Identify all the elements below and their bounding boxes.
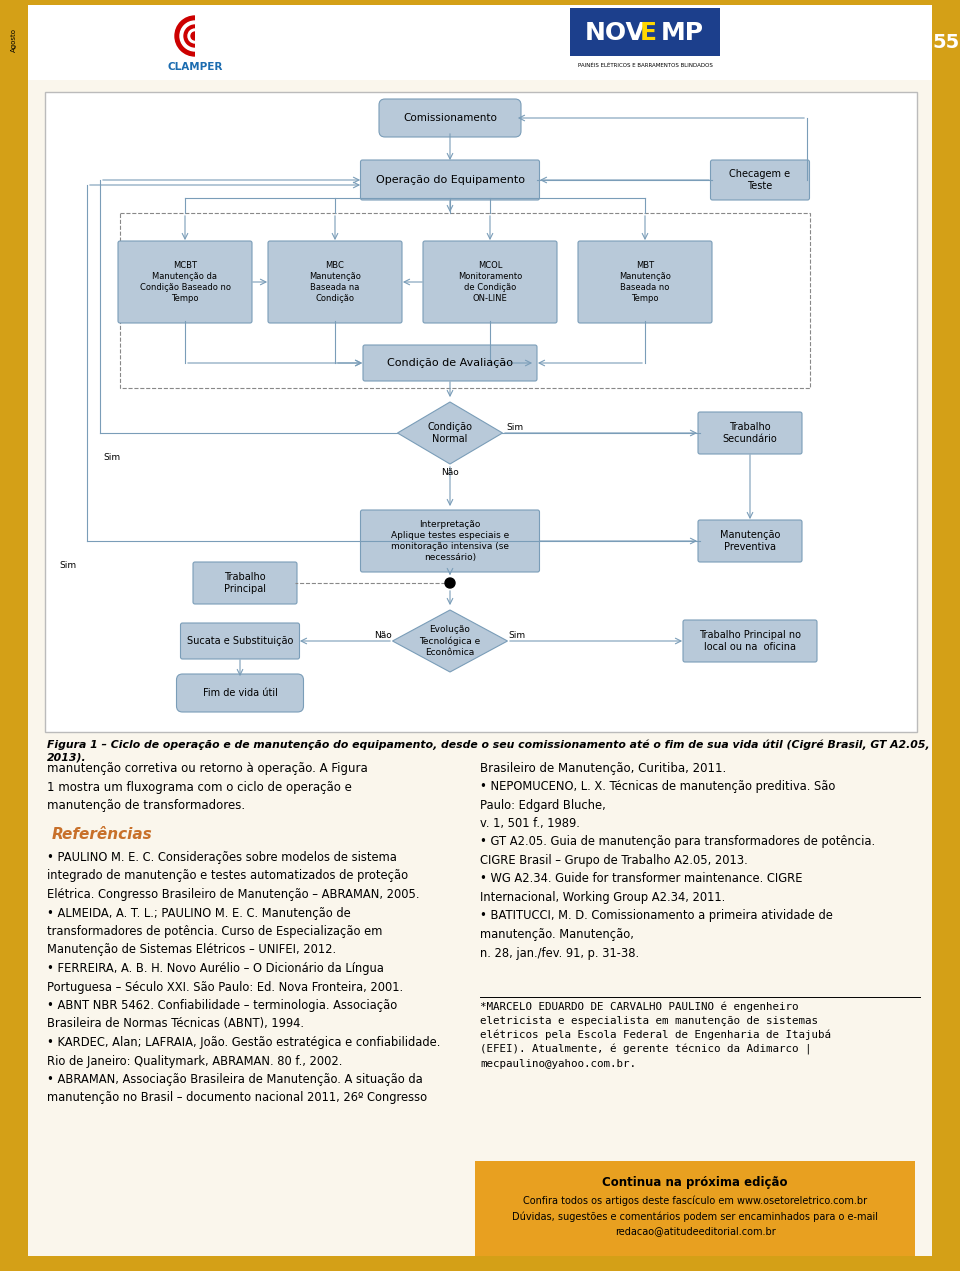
Text: Continua na próxima edição: Continua na próxima edição [602,1176,788,1188]
FancyBboxPatch shape [195,14,219,58]
Circle shape [180,22,210,51]
Text: Trabalho
Secundário: Trabalho Secundário [723,422,778,444]
Text: Agosto: Agosto [11,28,17,52]
Text: redacao@atitudeeditorial.com.br: redacao@atitudeeditorial.com.br [614,1227,776,1235]
FancyBboxPatch shape [361,510,540,572]
Text: Manutenção
Preventiva: Manutenção Preventiva [720,530,780,552]
FancyBboxPatch shape [45,92,917,732]
Circle shape [175,17,215,56]
Text: MCBT
Manutenção da
Condição Baseado no
Tempo: MCBT Manutenção da Condição Baseado no T… [139,261,230,304]
Text: NOV: NOV [585,22,645,44]
FancyBboxPatch shape [932,0,960,1271]
FancyBboxPatch shape [363,344,537,381]
Text: Brasileiro de Manutenção, Curitiba, 2011.: Brasileiro de Manutenção, Curitiba, 2011… [480,763,727,775]
Text: MP: MP [660,22,704,44]
Text: Trabalho Principal no
local ou na  oficina: Trabalho Principal no local ou na oficin… [699,630,801,652]
FancyBboxPatch shape [0,0,960,5]
FancyBboxPatch shape [698,520,802,562]
Text: Sucata e Substituição: Sucata e Substituição [187,636,293,646]
FancyBboxPatch shape [710,160,809,200]
Text: • NEPOMUCENO, L. X. Técnicas de manutenção preditiva. São
Paulo: Edgard Bluche,
: • NEPOMUCENO, L. X. Técnicas de manutenç… [480,780,876,960]
FancyBboxPatch shape [268,241,402,323]
FancyBboxPatch shape [180,623,300,658]
FancyBboxPatch shape [379,99,521,137]
FancyBboxPatch shape [570,8,720,56]
Text: Comissionamento: Comissionamento [403,113,497,123]
FancyBboxPatch shape [578,241,712,323]
Polygon shape [397,402,502,464]
FancyBboxPatch shape [28,80,932,1256]
FancyBboxPatch shape [361,160,540,200]
Text: 55: 55 [932,33,960,52]
Text: MBC
Manutenção
Baseada na
Condição: MBC Manutenção Baseada na Condição [309,261,361,304]
Text: • PAULINO M. E. C. Considerações sobre modelos de sistema
integrado de manutençã: • PAULINO M. E. C. Considerações sobre m… [47,852,441,1104]
FancyBboxPatch shape [683,620,817,662]
Text: Dúvidas, sugestões e comentários podem ser encaminhados para o e-mail: Dúvidas, sugestões e comentários podem s… [512,1211,878,1221]
Text: MCOL
Monitoramento
de Condição
ON-LINE: MCOL Monitoramento de Condição ON-LINE [458,261,522,304]
Text: Condição
Normal: Condição Normal [427,422,472,444]
Text: Interpretação
Aplique testes especiais e
monitoração intensiva (se
necessário): Interpretação Aplique testes especiais e… [391,520,509,562]
FancyBboxPatch shape [932,5,960,80]
Text: Condição de Avaliação: Condição de Avaliação [387,358,513,369]
FancyBboxPatch shape [177,674,303,712]
Text: manutenção corretiva ou retorno à operação. A Figura
1 mostra um fluxograma com : manutenção corretiva ou retorno à operaç… [47,763,368,812]
Text: PAINÉIS ELÉTRICOS E BARRAMENTOS BLINDADOS: PAINÉIS ELÉTRICOS E BARRAMENTOS BLINDADO… [578,62,712,67]
Circle shape [191,32,199,39]
Polygon shape [393,610,508,672]
Text: CLAMPER: CLAMPER [167,62,223,72]
FancyBboxPatch shape [28,5,932,80]
Text: Sim: Sim [508,630,525,639]
FancyBboxPatch shape [698,412,802,454]
Text: Confira todos os artigos deste fascículo em www.osetoreletrico.com.br: Confira todos os artigos deste fascículo… [523,1195,867,1205]
Text: E: E [639,22,657,44]
Text: Operação do Equipamento: Operação do Equipamento [375,175,524,186]
Text: Sim: Sim [103,452,120,461]
Text: Checagem e
Teste: Checagem e Teste [730,169,791,191]
Text: Trabalho
Principal: Trabalho Principal [224,572,266,595]
FancyBboxPatch shape [118,241,252,323]
FancyBboxPatch shape [475,1160,915,1256]
Circle shape [184,25,206,47]
Text: Evolução
Tecnológica e
Econômica: Evolução Tecnológica e Econômica [420,625,481,657]
FancyBboxPatch shape [0,0,28,1271]
Text: Sim: Sim [506,423,523,432]
FancyBboxPatch shape [193,562,297,604]
Text: Figura 1 – Ciclo de operação e de manutenção do equipamento, desde o seu comissi: Figura 1 – Ciclo de operação e de manute… [47,740,929,763]
Text: MBT
Manutenção
Baseada no
Tempo: MBT Manutenção Baseada no Tempo [619,261,671,304]
FancyBboxPatch shape [423,241,557,323]
Circle shape [445,578,455,588]
Text: Sim: Sim [60,561,77,569]
Text: *MARCELO EDUARDO DE CARVALHO PAULINO é engenheiro
eletricista e especialista em : *MARCELO EDUARDO DE CARVALHO PAULINO é e… [480,1002,831,1069]
Text: Referências: Referências [52,827,153,841]
Text: Não: Não [442,468,459,477]
Text: Não: Não [374,630,392,639]
Circle shape [188,29,202,43]
Text: Fim de vida útil: Fim de vida útil [203,688,277,698]
FancyBboxPatch shape [0,1256,960,1271]
